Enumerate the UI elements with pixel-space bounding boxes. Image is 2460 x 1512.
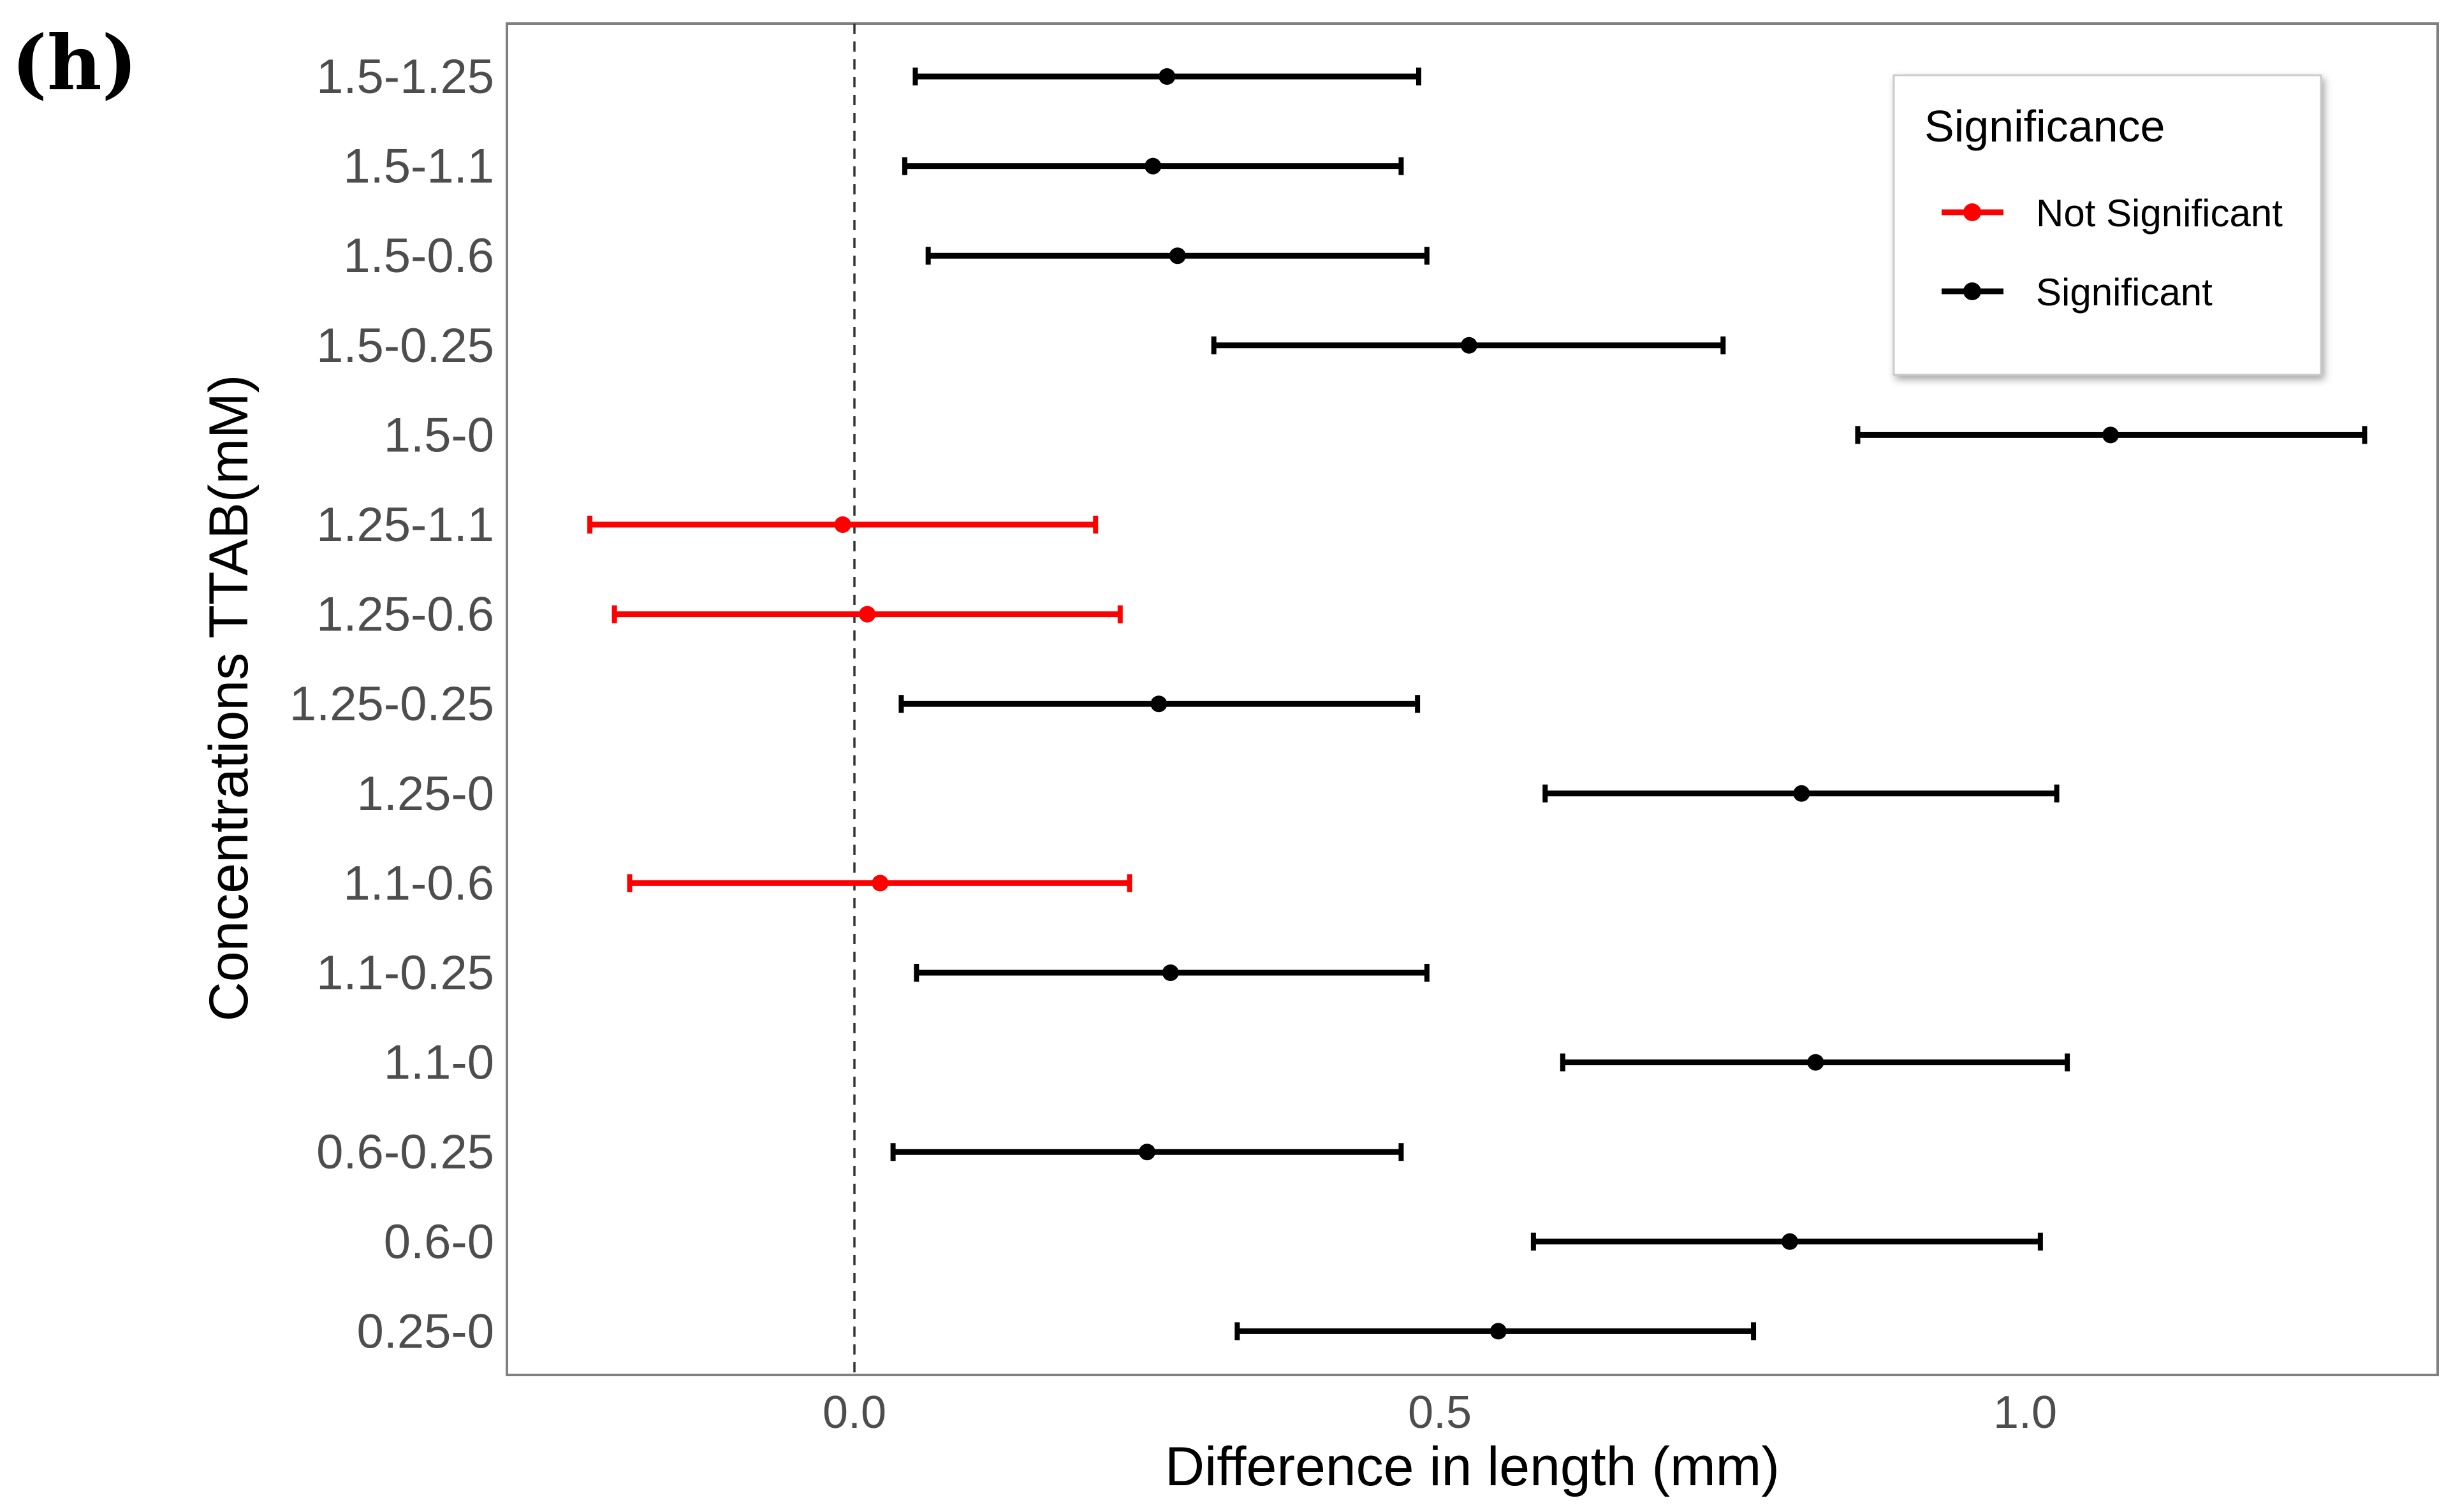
- error-bars: [587, 68, 2368, 1341]
- y-tick-label: 1.1-0.6: [343, 856, 494, 910]
- estimate-point: [2102, 426, 2120, 444]
- legend-box: [1893, 74, 2322, 376]
- error-bar-1.1-0.6: [627, 874, 1132, 892]
- y-tick-label: 1.25-0: [357, 767, 495, 821]
- y-axis-title: Concentrations TTAB(mM): [198, 375, 260, 1022]
- legend: Significance Not Significant Significant: [1893, 74, 2322, 376]
- x-axis-title: Difference in length (mm): [1165, 1436, 1780, 1497]
- error-bar-1.5-1.1: [902, 157, 1404, 175]
- error-bar-0.6-0.25: [890, 1143, 1404, 1161]
- legend-title: Significance: [1924, 101, 2165, 151]
- y-tick-label: 1.25-0.25: [289, 677, 494, 731]
- y-tick-label: 0.25-0: [357, 1304, 495, 1358]
- error-bar-1.5-0.25: [1211, 336, 1726, 354]
- y-axis: 1.5-1.25 1.5-1.1 1.5-0.6 1.5-0.25 1.5-0 1.25-…: [289, 50, 494, 1358]
- legend-label: Not Significant: [2036, 192, 2283, 235]
- estimate-point: [859, 606, 876, 623]
- error-bar-1.1-0.25: [914, 964, 1430, 982]
- y-tick-label: 1.1-0.25: [316, 946, 494, 1000]
- estimate-point: [1807, 1054, 1824, 1071]
- estimate-point: [1169, 247, 1186, 265]
- x-tick-label: 0.5: [1408, 1387, 1472, 1438]
- estimate-point: [1145, 157, 1162, 175]
- y-tick-label: 1.5-0.25: [316, 319, 494, 373]
- estimate-point: [1162, 964, 1179, 981]
- y-tick-label: 1.25-0.6: [316, 588, 494, 642]
- estimate-point: [1490, 1323, 1507, 1340]
- y-tick-label: 0.6-0: [384, 1215, 494, 1269]
- y-tick-label: 1.5-1.1: [343, 140, 494, 194]
- estimate-point: [1139, 1144, 1155, 1161]
- x-axis: 0.0 0.5 1.0: [823, 1387, 2057, 1438]
- estimate-point: [1150, 695, 1168, 713]
- error-bar-1.25-0: [1542, 784, 2060, 803]
- estimate-point: [872, 875, 889, 892]
- estimate-point: [834, 516, 851, 533]
- error-bar-1.25-0.25: [898, 695, 1421, 713]
- error-bar-0.6-0: [1530, 1232, 2043, 1251]
- y-tick-label: 1.5-0: [384, 408, 494, 462]
- error-bar-1.25-0.6: [611, 605, 1123, 623]
- y-tick-label: 1.25-1.1: [316, 498, 494, 552]
- estimate-point: [1159, 68, 1176, 85]
- error-bar-1.25-1.1: [587, 516, 1099, 534]
- y-tick-label: 1.5-1.25: [316, 50, 494, 104]
- error-bar-1.1-0: [1560, 1053, 2070, 1072]
- plot-panel-border: [506, 22, 2439, 1376]
- estimate-point: [1793, 785, 1810, 802]
- legend-swatch-point: [1963, 203, 1981, 221]
- panel-label: (h): [11, 18, 137, 107]
- error-bar-0.25-0: [1234, 1322, 1757, 1341]
- estimate-point: [1781, 1233, 1798, 1250]
- estimate-point: [1460, 337, 1477, 354]
- x-tick-label: 1.0: [1993, 1387, 2057, 1438]
- error-bar-1.5-0.6: [925, 247, 1430, 265]
- x-tick-label: 0.0: [823, 1387, 886, 1438]
- y-tick-label: 1.5-0.6: [343, 229, 494, 283]
- y-tick-label: 1.1-0: [384, 1036, 494, 1090]
- legend-label: Significant: [2036, 271, 2213, 314]
- legend-entries: Not Significant Significant: [1942, 192, 2283, 314]
- y-tick-label: 0.6-0.25: [316, 1125, 494, 1179]
- error-bar-1.5-0: [1855, 426, 2368, 444]
- legend-swatch-point: [1963, 282, 1981, 300]
- error-bar-1.5-1.25: [912, 68, 1421, 85]
